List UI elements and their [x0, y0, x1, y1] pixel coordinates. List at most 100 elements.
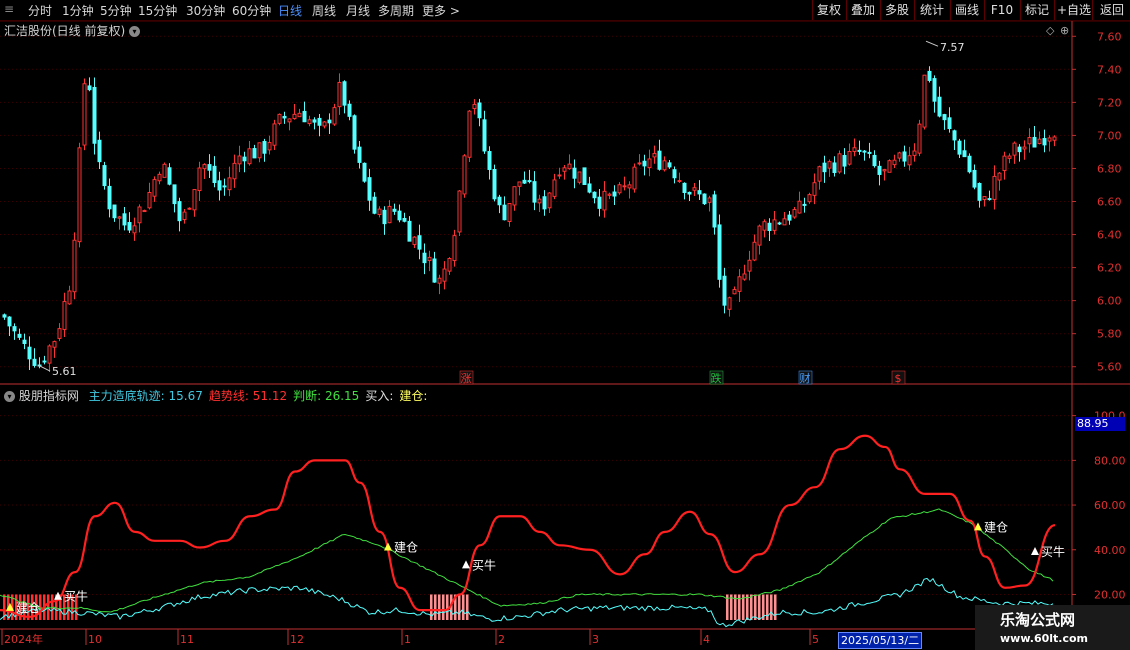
candle-body [552, 179, 557, 197]
candle-body [147, 192, 152, 209]
signal-bar [23, 594, 26, 620]
candle-body [317, 117, 322, 126]
period-tab-7[interactable]: 周线 [312, 4, 337, 18]
toolbar-button-1[interactable]: 叠加 [846, 0, 879, 20]
candle-body [822, 162, 827, 173]
candle-body [872, 154, 877, 167]
candle-body [477, 102, 482, 119]
signal-bar [3, 594, 6, 620]
period-tab-6[interactable]: 日线 [278, 4, 303, 18]
candle-body [57, 328, 62, 339]
candle-body [482, 119, 487, 152]
period-tab-0[interactable]: 分时 [28, 4, 53, 18]
candle-body [522, 179, 527, 184]
candle-body [202, 164, 207, 170]
candle-body [172, 184, 177, 205]
legend-item-3: 买入: [365, 389, 394, 403]
signal-bar [450, 594, 453, 620]
candle-body [197, 167, 202, 192]
dropdown-chevron-icon[interactable]: ▾ [129, 26, 141, 37]
price-tick-label: 7.40 [1097, 63, 1122, 76]
toolbar-button-3[interactable]: 统计 [914, 0, 949, 20]
candle-body [787, 214, 792, 221]
candle-body [162, 163, 167, 178]
candle-body [732, 289, 737, 295]
toolbar-button-0[interactable]: 复权 [812, 0, 845, 20]
candle-body [1022, 146, 1027, 150]
indicator-chevron-icon[interactable]: ▾ [4, 391, 15, 402]
candle-body [697, 190, 702, 195]
judge-line [0, 508, 1054, 613]
candle-body [802, 203, 807, 206]
candle-body [152, 179, 157, 197]
legend-item-4: 建仓: [399, 389, 428, 403]
price-tick-label: 7.60 [1097, 30, 1122, 43]
candle-body [67, 290, 72, 305]
legend-item-0: 主力造底轨迹: 15.67 [88, 389, 203, 403]
candle-body [582, 167, 587, 186]
signal-bar [35, 594, 38, 620]
candle-body [497, 196, 502, 206]
price-tick-label: 7.20 [1097, 96, 1122, 109]
time-label-0: 2024年 [4, 632, 43, 646]
candle-body [432, 258, 437, 283]
candle-body [927, 70, 932, 81]
toolbar-button-8[interactable]: 返回 [1092, 0, 1130, 20]
candle-body [532, 181, 537, 203]
candle-body [657, 150, 662, 170]
signal-bar [454, 594, 457, 620]
toolbar-button-7[interactable]: +自选 [1054, 0, 1093, 20]
period-tab-8[interactable]: 月线 [346, 4, 371, 18]
candle-body [997, 172, 1002, 181]
candle-body [177, 201, 182, 222]
toolbar-button-5[interactable]: F10 [984, 0, 1019, 20]
period-tab-3[interactable]: 15分钟 [138, 4, 178, 18]
period-tab-5[interactable]: 60分钟 [232, 4, 272, 18]
candle-body [1027, 137, 1032, 145]
toolbar-button-4[interactable]: 画线 [950, 0, 983, 20]
time-label-1: 10 [88, 633, 102, 646]
candle-body [322, 121, 327, 127]
signal-bar [738, 594, 741, 620]
toolbar-button-6[interactable]: 标记 [1020, 0, 1053, 20]
candle-body [357, 146, 362, 163]
signal-bar [770, 594, 773, 620]
menu-icon[interactable]: ≡ [4, 2, 15, 16]
candle-body [612, 191, 617, 197]
candle-body [282, 115, 287, 119]
signal-bar [438, 594, 441, 620]
candle-body [47, 345, 52, 364]
signal-triangle-icon [974, 522, 982, 531]
candle-body [827, 161, 832, 169]
period-tab-1[interactable]: 1分钟 [62, 4, 94, 18]
candle-body [847, 150, 852, 165]
candle-body [682, 182, 687, 194]
candle-body [487, 151, 492, 170]
period-tab-9[interactable]: 多周期 [378, 4, 415, 18]
candle-body [602, 190, 607, 211]
price-tick-label: 5.80 [1097, 328, 1122, 341]
indicator-name[interactable]: 股朋指标网 [18, 389, 79, 403]
candle-body [167, 167, 172, 185]
candle-body [812, 182, 817, 196]
legend-item-2: 判断: 26.15 [293, 389, 360, 403]
signal-bar [758, 594, 761, 620]
period-tab-10[interactable]: 更多 > [422, 4, 460, 18]
candle-body [437, 277, 442, 284]
period-tab-2[interactable]: 5分钟 [100, 4, 132, 18]
candle-body [652, 153, 657, 158]
signal-label-0: 建仓 [16, 601, 40, 615]
candle-body [982, 196, 987, 200]
signal-label-4: 建仓 [984, 520, 1008, 534]
settings-icon: ⊕ [1060, 24, 1069, 37]
period-tab-4[interactable]: 30分钟 [186, 4, 226, 18]
candle-body [577, 171, 582, 183]
candle-body [692, 187, 697, 191]
signal-bar [766, 594, 769, 620]
candle-body [77, 147, 82, 243]
candle-body [922, 74, 927, 128]
toolbar-button-2[interactable]: 多股 [880, 0, 913, 20]
candle-body [262, 141, 267, 154]
candle-body [82, 83, 87, 146]
